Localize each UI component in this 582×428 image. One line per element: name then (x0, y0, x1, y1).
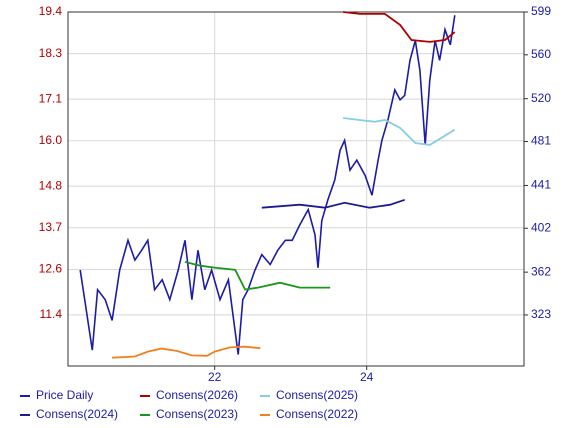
series-line (184, 261, 331, 291)
legend-label: Price Daily (36, 388, 93, 402)
series-line (342, 11, 456, 43)
y-tick-label: 13.7 (39, 220, 63, 234)
y-tick-label: 12.6 (39, 262, 63, 276)
legend-label: Consens(2026) (156, 388, 238, 402)
series-line (342, 117, 456, 146)
x-tick-label: 22 (208, 370, 222, 384)
legend-label: Consens(2024) (36, 407, 118, 421)
legend-label: Consens(2023) (156, 407, 238, 421)
y2-tick-label: 599 (531, 4, 551, 18)
y-tick-label: 19.4 (39, 4, 63, 18)
legend-label: Consens(2022) (276, 407, 358, 421)
series-line (79, 15, 456, 355)
y2-tick-label: 362 (531, 264, 551, 278)
y-tick-label: 16.0 (39, 133, 63, 147)
y-tick-label: 11.4 (40, 307, 63, 321)
y2-tick-label: 402 (531, 220, 551, 234)
y2-tick-label: 441 (531, 178, 551, 192)
series-line (261, 198, 405, 209)
x-tick-label: 24 (360, 370, 374, 384)
legend-label: Consens(2025) (276, 388, 358, 402)
plot-area (67, 11, 525, 367)
y2-tick-label: 323 (531, 307, 551, 321)
y-tick-label: 17.1 (39, 91, 63, 105)
plot-frame (67, 11, 525, 367)
series-line (112, 345, 261, 359)
y2-tick-label: 560 (531, 47, 551, 61)
y2-tick-label: 481 (531, 134, 551, 148)
y2-tick-label: 520 (531, 91, 551, 105)
y-tick-label: 14.8 (39, 178, 63, 192)
y-tick-label: 18.3 (39, 46, 63, 60)
